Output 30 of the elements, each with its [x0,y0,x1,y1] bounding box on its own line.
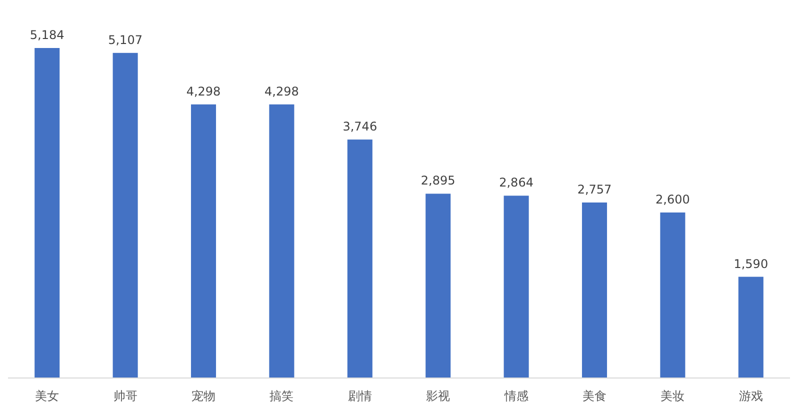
x-tick-label: 影视 [426,389,450,403]
data-label: 2,600 [656,192,690,206]
x-tick-label: 情感 [503,389,528,403]
bar [582,202,608,378]
bar [347,140,372,378]
x-tick-label: 帅哥 [113,389,138,403]
bar [34,48,60,378]
x-tick-label: 美妆 [660,389,685,403]
x-tick-label: 搞笑 [270,389,294,403]
bar [426,194,451,378]
data-label: 2,757 [577,182,612,196]
bar [504,196,529,378]
data-label: 3,746 [342,120,378,134]
bar [269,104,294,378]
bar [190,104,216,378]
bar [660,212,686,378]
data-label: 4,298 [186,84,221,98]
data-label: 2,895 [420,174,456,188]
data-label: 5,184 [30,28,64,42]
bar [112,52,138,378]
data-label: 1,590 [734,256,768,271]
x-tick-label: 游戏 [738,389,763,403]
data-label: 5,107 [108,32,142,47]
x-tick-label: 美女 [35,389,60,403]
bar [738,276,764,378]
data-label: 2,864 [499,176,534,190]
x-tick-label: 剧情 [348,389,372,403]
data-label: 4,298 [264,84,299,98]
x-tick-label: 美食 [582,389,606,403]
x-tick-label: 宠物 [192,389,216,403]
